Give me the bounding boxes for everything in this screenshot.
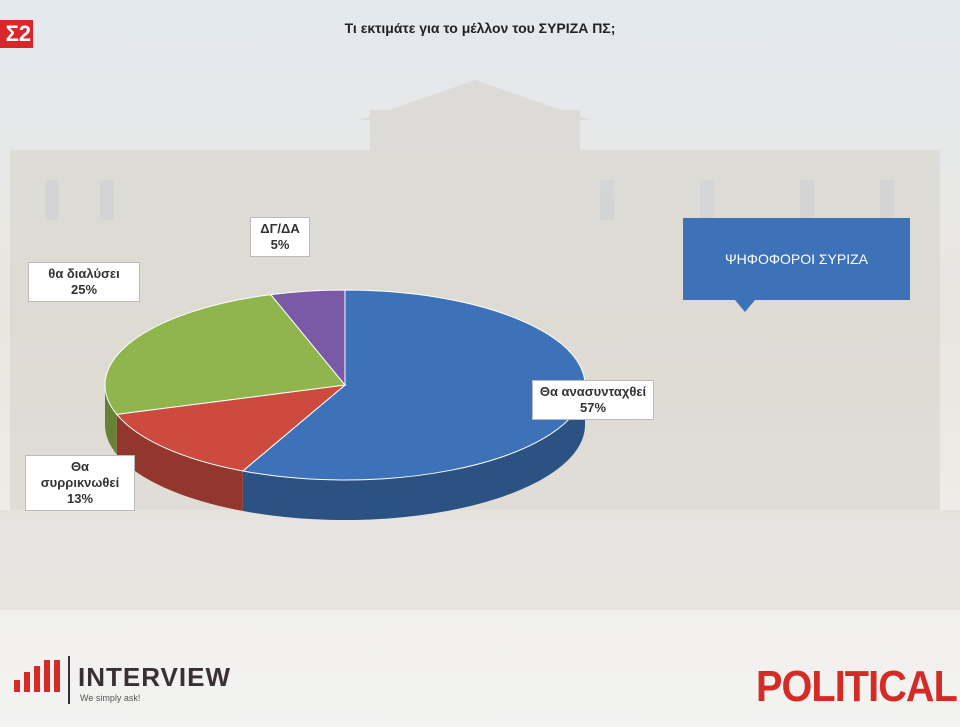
corner-logo: Σ2 — [0, 20, 33, 48]
slice-side — [242, 385, 585, 520]
slice-label: θα διαλύσει 25% — [28, 262, 140, 302]
label-category: ΔΓ/ΔΑ — [260, 221, 300, 236]
label-percent: 25% — [70, 282, 98, 297]
label-percent: 5% — [270, 237, 290, 252]
slice-side — [105, 385, 117, 455]
interview-tagline: We simply ask! — [80, 693, 141, 703]
label-category: Θα συρρικνωθεί — [40, 459, 120, 490]
chart-title: Τι εκτιμάτε για το μέλλον του ΣΥΡΙΖΑ ΠΣ; — [344, 20, 616, 36]
slice-label: ΔΓ/ΔΑ 5% — [250, 217, 310, 257]
label-percent: 13% — [66, 491, 94, 506]
label-category: Θα ανασυνταχθεί — [539, 384, 647, 399]
slice-label: Θα ανασυνταχθεί 57% — [532, 380, 654, 420]
slice — [104, 294, 346, 415]
slice — [115, 384, 347, 472]
annotation-box: ΨΗΦΟΦΟΡΟΙ ΣΥΡΙΖΑ — [683, 218, 910, 300]
interview-logo: INTERVIEW — [78, 662, 231, 692]
slice-side — [116, 414, 243, 511]
slice — [269, 289, 346, 387]
label-category: θα διαλύσει — [48, 266, 120, 281]
annotation-pointer — [735, 300, 755, 312]
label-percent: 57% — [579, 400, 607, 415]
political-logo: POLITICAL — [756, 662, 958, 711]
slice-label: Θα συρρικνωθεί 13% — [25, 455, 135, 511]
